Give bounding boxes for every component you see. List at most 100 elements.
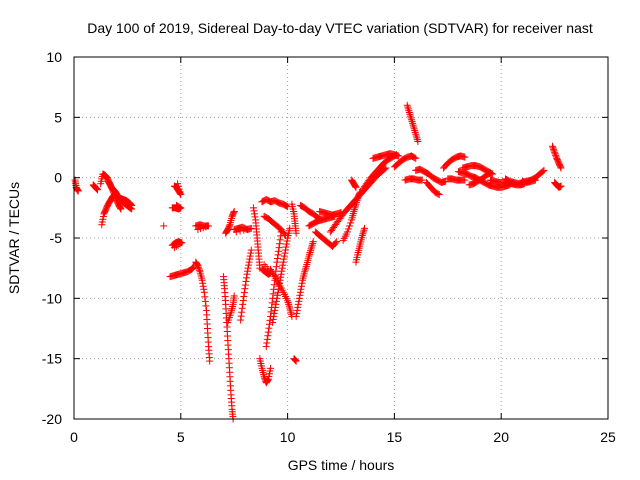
data-point bbox=[295, 294, 303, 302]
data-point bbox=[360, 224, 368, 232]
data-point bbox=[407, 114, 415, 122]
data-point bbox=[280, 230, 288, 238]
data-point bbox=[230, 292, 238, 300]
data-point bbox=[418, 176, 426, 184]
data-point bbox=[332, 239, 340, 247]
y-tick-label: 0 bbox=[54, 170, 62, 186]
data-point bbox=[240, 289, 248, 297]
data-point bbox=[271, 273, 279, 281]
data-point bbox=[307, 245, 315, 253]
data-point bbox=[93, 186, 101, 194]
data-point bbox=[551, 150, 559, 158]
data-point bbox=[292, 312, 300, 320]
data-point bbox=[225, 222, 233, 230]
data-point bbox=[411, 128, 419, 136]
y-axis-label: SDTVAR / TECUs bbox=[6, 182, 22, 294]
data-point bbox=[246, 255, 254, 263]
data-point bbox=[269, 290, 277, 298]
data-point bbox=[301, 266, 309, 274]
data-point bbox=[279, 258, 287, 266]
data-point bbox=[283, 240, 291, 248]
data-point bbox=[358, 232, 366, 240]
data-point bbox=[351, 204, 359, 212]
data-point bbox=[360, 226, 368, 234]
data-point bbox=[263, 377, 271, 385]
data-point bbox=[268, 267, 276, 275]
data-point bbox=[461, 153, 469, 161]
data-point bbox=[276, 236, 284, 244]
data-point bbox=[292, 357, 300, 365]
data-point bbox=[273, 291, 281, 299]
data-point bbox=[270, 312, 278, 320]
data-point bbox=[302, 262, 310, 270]
data-point bbox=[296, 291, 304, 299]
data-point bbox=[267, 364, 275, 372]
data-point bbox=[93, 185, 101, 193]
data-point bbox=[240, 293, 248, 301]
data-point bbox=[111, 192, 119, 200]
data-point bbox=[272, 274, 280, 282]
data-point bbox=[410, 123, 418, 131]
data-point bbox=[237, 312, 245, 320]
data-point bbox=[276, 279, 284, 287]
data-point bbox=[281, 246, 289, 254]
data-point bbox=[112, 194, 120, 202]
data-point bbox=[297, 282, 305, 290]
data-point bbox=[531, 176, 539, 184]
data-point bbox=[298, 279, 306, 287]
x-tick-label: 10 bbox=[280, 429, 296, 445]
data-point bbox=[306, 248, 314, 256]
data-point bbox=[274, 288, 282, 296]
data-point bbox=[247, 246, 255, 254]
data-point bbox=[249, 204, 257, 212]
data-point bbox=[242, 277, 250, 285]
data-point bbox=[404, 103, 412, 111]
data-point bbox=[103, 173, 111, 181]
data-point bbox=[194, 226, 202, 234]
data-point bbox=[239, 300, 247, 308]
data-point bbox=[285, 302, 293, 310]
data-point bbox=[356, 189, 364, 197]
data-point bbox=[284, 299, 292, 307]
data-point bbox=[272, 300, 280, 308]
y-tick-label: -20 bbox=[42, 411, 62, 427]
data-point bbox=[250, 210, 258, 218]
data-point bbox=[238, 304, 246, 312]
data-point bbox=[343, 228, 351, 236]
data-point bbox=[263, 339, 271, 347]
data-point bbox=[265, 320, 273, 328]
data-point bbox=[267, 265, 275, 273]
data-point bbox=[276, 240, 284, 248]
data-point bbox=[284, 297, 292, 305]
y-tick-label: -15 bbox=[42, 351, 62, 367]
data-point bbox=[193, 260, 201, 268]
data-point bbox=[270, 271, 278, 279]
data-point bbox=[244, 225, 252, 233]
data-point bbox=[199, 282, 207, 290]
data-point bbox=[293, 306, 301, 314]
data-point bbox=[251, 213, 259, 221]
data-point bbox=[556, 163, 564, 171]
data-point bbox=[244, 264, 252, 272]
data-point bbox=[344, 225, 352, 233]
data-point bbox=[195, 266, 203, 274]
data-point bbox=[126, 204, 134, 212]
data-point bbox=[264, 376, 272, 384]
data-point bbox=[275, 244, 283, 252]
data-point bbox=[272, 263, 280, 271]
data-point bbox=[232, 228, 240, 236]
data-point bbox=[353, 197, 361, 205]
data-point bbox=[413, 136, 421, 144]
data-point bbox=[201, 293, 209, 301]
data-point bbox=[246, 252, 254, 260]
data-point bbox=[283, 237, 291, 245]
data-point bbox=[305, 250, 313, 258]
data-point bbox=[194, 263, 202, 271]
data-point bbox=[245, 258, 253, 266]
data-point bbox=[270, 309, 278, 317]
data-point bbox=[264, 328, 272, 336]
data-point bbox=[128, 205, 136, 213]
data-point bbox=[294, 303, 302, 311]
data-point bbox=[273, 294, 281, 302]
